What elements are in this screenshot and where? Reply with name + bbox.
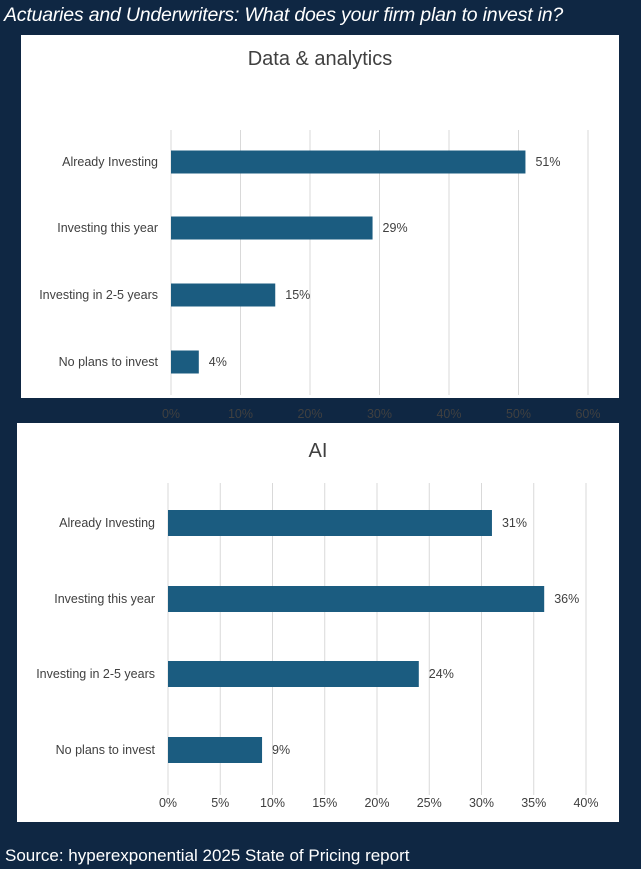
category-label: Investing this year xyxy=(57,221,158,235)
bar xyxy=(171,350,199,374)
x-tick-label: 40% xyxy=(573,796,598,810)
data-label: 36% xyxy=(554,592,579,606)
data-label: 24% xyxy=(429,667,454,681)
data-label: 29% xyxy=(383,221,408,235)
bar xyxy=(171,150,526,174)
x-tick-label: 60% xyxy=(575,407,600,421)
x-tick-label: 50% xyxy=(506,407,531,421)
x-tick-label: 30% xyxy=(367,407,392,421)
bar-chart-data-analytics: 0% 10% 20% 30% 40% 50% 60% Already Investing 51%… xyxy=(39,130,601,421)
x-tick-label: 25% xyxy=(417,796,442,810)
bar-chart-ai: 0% 5% 10% 15% 20% 25% 30% 35% 40% Already Investi… xyxy=(36,483,599,810)
chart-panel-data-analytics: Data & analytics 0% 10% 20% 30% 40% 50% 60% Alr… xyxy=(21,35,619,421)
x-tick-label: 5% xyxy=(211,796,229,810)
category-label: No plans to invest xyxy=(56,743,156,757)
bar xyxy=(168,586,545,612)
data-label: 9% xyxy=(272,743,290,757)
bar xyxy=(168,661,419,687)
x-tick-label: 30% xyxy=(469,796,494,810)
data-label: 31% xyxy=(502,516,527,530)
bar xyxy=(168,737,263,763)
x-tick-label: 0% xyxy=(159,796,177,810)
x-tick-label: 35% xyxy=(521,796,546,810)
category-label: Investing in 2-5 years xyxy=(39,288,158,302)
chart-title: AI xyxy=(308,440,328,462)
category-label: Investing in 2-5 years xyxy=(36,667,155,681)
bar xyxy=(171,283,276,307)
x-tick-label: 20% xyxy=(364,796,389,810)
chart-title: Data & analytics xyxy=(247,48,393,70)
category-label: Investing this year xyxy=(54,592,155,606)
x-tick-label: 40% xyxy=(436,407,461,421)
x-tick-label: 20% xyxy=(297,407,322,421)
source-note: Source: hyperexponential 2025 State of P… xyxy=(5,846,410,865)
data-label: 15% xyxy=(285,288,310,302)
category-label: Already Investing xyxy=(62,155,158,169)
data-label: 51% xyxy=(535,155,560,169)
x-tick-label: 0% xyxy=(162,407,180,421)
x-tick-label: 10% xyxy=(260,796,285,810)
x-tick-label: 10% xyxy=(228,407,253,421)
chart-panel-ai: AI 0% 5% 10% 15% 20% 25% 30% 35% 40% Already Inve… xyxy=(17,423,619,822)
bar xyxy=(171,216,373,240)
page-title: Actuaries and Underwriters: What does yo… xyxy=(4,4,564,26)
x-tick-label: 15% xyxy=(312,796,337,810)
data-label: 4% xyxy=(209,355,227,369)
bar xyxy=(168,510,492,536)
category-label: No plans to invest xyxy=(59,355,159,369)
category-label: Already Investing xyxy=(59,516,155,530)
